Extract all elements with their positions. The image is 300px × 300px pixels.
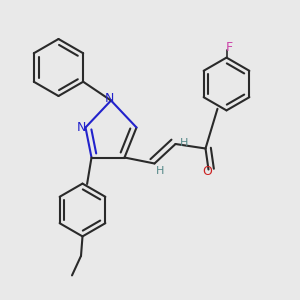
Text: N: N xyxy=(105,92,114,105)
Text: F: F xyxy=(225,40,233,54)
Text: O: O xyxy=(202,165,212,178)
Text: H: H xyxy=(180,137,188,148)
Text: N: N xyxy=(76,121,86,134)
Text: H: H xyxy=(156,166,164,176)
